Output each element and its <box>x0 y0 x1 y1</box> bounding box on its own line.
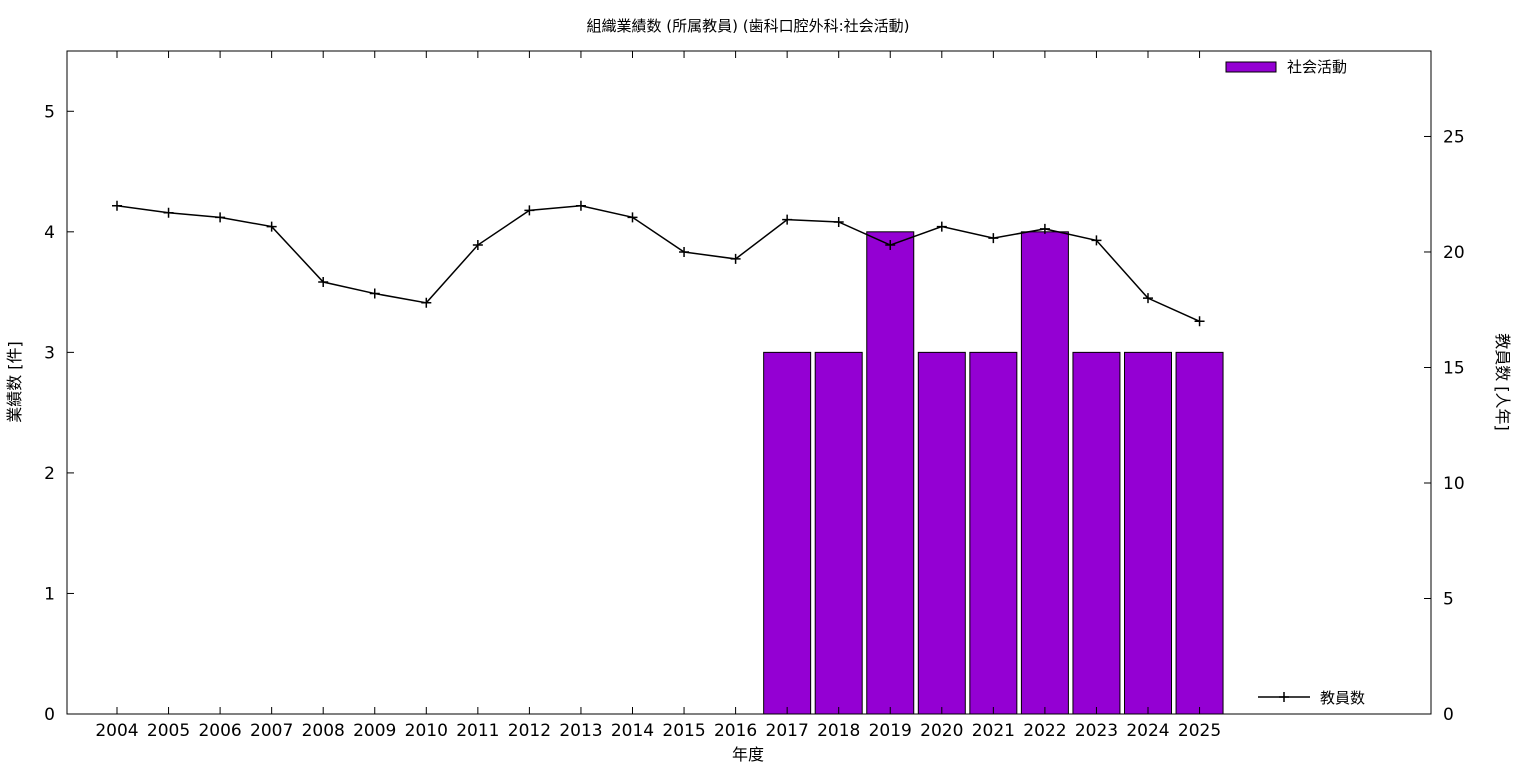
x-tick-label: 2016 <box>714 721 757 741</box>
y2-tick-label: 0 <box>1443 705 1454 725</box>
line-point <box>318 277 329 288</box>
bar <box>763 351 812 715</box>
y-tick-label: 5 <box>44 102 55 122</box>
line-point <box>472 240 483 251</box>
bar <box>1124 351 1172 715</box>
x-tick-label: 2019 <box>869 721 912 741</box>
x-tick-label: 2009 <box>353 721 396 741</box>
bars-layer <box>763 231 1224 715</box>
legend-bars: 社会活動 <box>1225 58 1347 76</box>
x-tick-label: 2022 <box>1023 721 1066 741</box>
line-point <box>1194 316 1205 327</box>
x-tick-label: 2011 <box>456 721 499 741</box>
ticks-layer: 2004 2005 2006 2007 2008 2009 2010 2011 2012 2013… <box>44 51 1465 741</box>
x-tick-label: 2021 <box>972 721 1015 741</box>
bar <box>1072 351 1121 715</box>
y-tick-label: 4 <box>44 223 55 243</box>
y2-tick-label: 20 <box>1443 243 1465 263</box>
x-tick-label: 2008 <box>302 721 345 741</box>
line-point <box>163 207 174 218</box>
y-axis-title: 業績数 [件] <box>5 341 24 423</box>
x-tick-label: 2006 <box>198 721 241 741</box>
line-point <box>1143 293 1153 304</box>
bar <box>814 351 863 715</box>
x-tick-label: 2023 <box>1075 721 1118 741</box>
legend-bar-label: 社会活動 <box>1287 58 1347 76</box>
plot-frame <box>66 50 1432 715</box>
line-layer <box>112 200 1205 327</box>
line-point <box>369 288 380 299</box>
x-tick-label: 2010 <box>405 721 448 741</box>
x-tick-label: 2018 <box>817 721 860 741</box>
x-tick-label: 2014 <box>611 721 654 741</box>
bar <box>866 231 915 715</box>
x-tick-label: 2013 <box>559 721 602 741</box>
line-point <box>627 212 638 223</box>
line-point <box>833 216 844 227</box>
line-point <box>988 233 999 244</box>
line-point <box>112 200 122 211</box>
line-point <box>679 246 690 257</box>
y2-tick-label: 15 <box>1443 358 1465 378</box>
x-axis-title: 年度 <box>732 745 764 764</box>
line-point <box>1091 235 1102 246</box>
y2-axis-title: 教員数 [人年] <box>1493 333 1512 431</box>
legend-line-marker <box>1279 692 1289 702</box>
line-point <box>266 221 277 232</box>
line-point <box>1039 223 1050 234</box>
y-tick-label: 1 <box>44 584 55 604</box>
legend-line: 教員数 <box>1258 689 1365 707</box>
chart-title: 組織業績数 (所属教員) (歯科口腔外科:社会活動) <box>586 17 909 35</box>
x-tick-label: 2025 <box>1178 721 1221 741</box>
y-tick-label: 3 <box>44 343 55 363</box>
series-line <box>116 205 1200 322</box>
y2-tick-label: 25 <box>1443 127 1465 147</box>
legend-bar-swatch <box>1225 61 1277 73</box>
line-point <box>575 200 586 211</box>
x-tick-label: 2004 <box>95 721 138 741</box>
line-point <box>782 214 793 225</box>
bar <box>917 351 966 715</box>
bar <box>1175 351 1224 715</box>
x-tick-label: 2024 <box>1126 721 1169 741</box>
x-tick-label: 2020 <box>920 721 963 741</box>
bar <box>1020 231 1069 715</box>
bar <box>969 351 1018 715</box>
line-point <box>730 253 741 264</box>
x-tick-label: 2012 <box>508 721 551 741</box>
x-tick-label: 2015 <box>662 721 705 741</box>
line-point <box>936 221 947 232</box>
line-point <box>421 297 432 308</box>
y-tick-label: 2 <box>44 464 55 484</box>
x-tick-label: 2005 <box>147 721 190 741</box>
x-tick-label: 2007 <box>250 721 293 741</box>
x-tick-label: 2017 <box>766 721 809 741</box>
y-tick-label: 0 <box>44 705 55 725</box>
y2-tick-label: 5 <box>1443 589 1454 609</box>
line-point <box>885 240 896 251</box>
y2-tick-label: 10 <box>1443 474 1465 494</box>
line-point <box>524 205 535 216</box>
legend-line-label: 教員数 <box>1320 689 1365 707</box>
line-point <box>215 212 226 223</box>
